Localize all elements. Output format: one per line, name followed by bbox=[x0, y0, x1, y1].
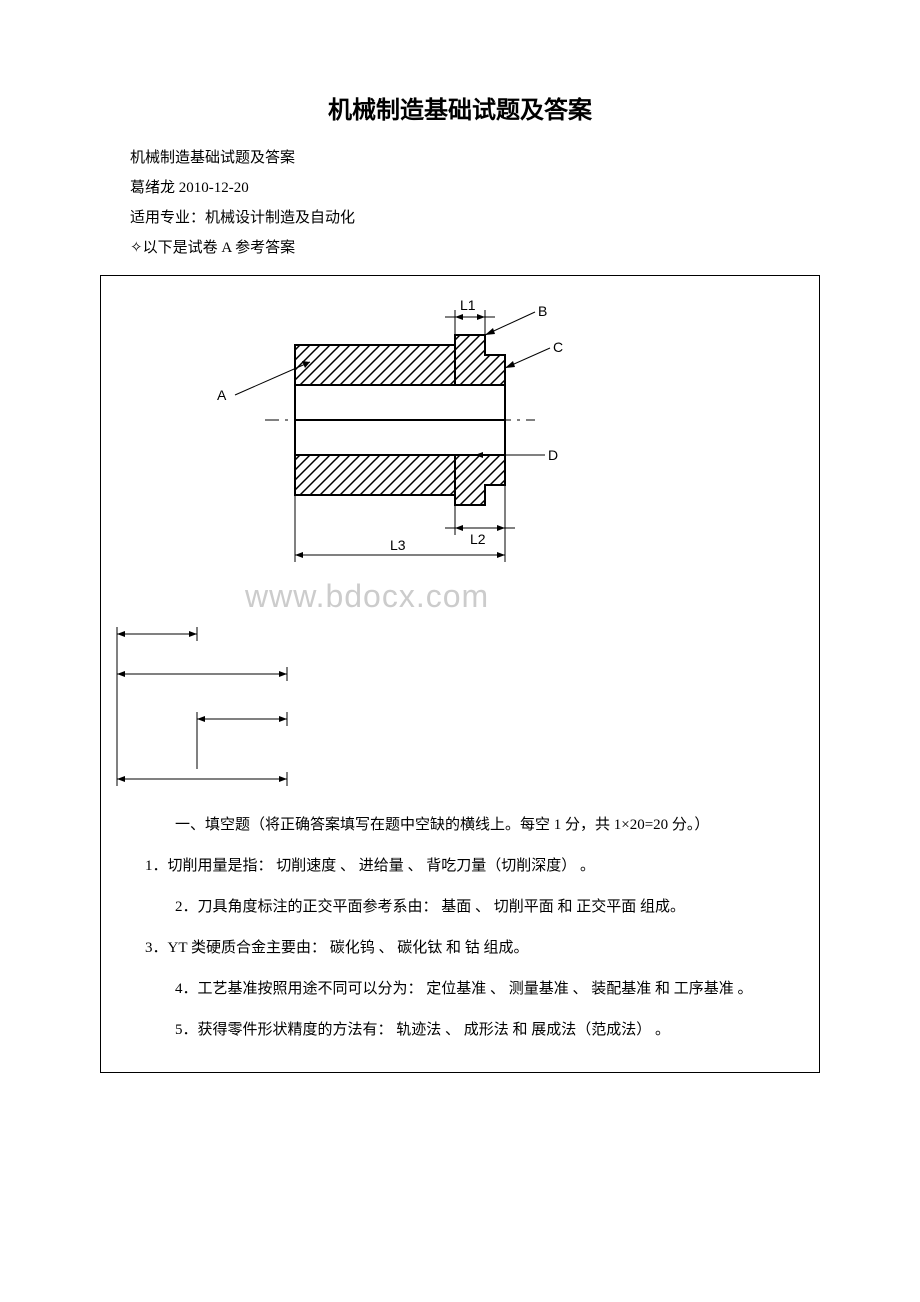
small-diagram bbox=[107, 619, 805, 804]
content-box: L1 L2 L3 A B C bbox=[100, 275, 820, 1073]
meta-line-2: 葛绪龙 2010-12-20 bbox=[130, 173, 820, 203]
question-1: 1．切削用量是指： 切削速度 、 进给量 、 背吃刀量（切削深度） 。 bbox=[115, 853, 805, 880]
section-heading: 一、填空题（将正确答案填写在题中空缺的横线上。每空 1 分，共 1×20=20 … bbox=[115, 812, 805, 839]
label-a: A bbox=[217, 387, 227, 403]
watermark: www.bdocx.com bbox=[245, 578, 805, 615]
label-c: C bbox=[553, 339, 563, 355]
question-2: 2．刀具角度标注的正交平面参考系由： 基面 、 切削平面 和 正交平面 组成。 bbox=[115, 894, 805, 921]
meta-line-3: 适用专业：机械设计制造及自动化 bbox=[130, 203, 820, 233]
label-l2: L2 bbox=[470, 531, 486, 547]
label-b: B bbox=[538, 303, 547, 319]
question-3: 3．YT 类硬质合金主要由： 碳化钨 、 碳化钛 和 钴 组成。 bbox=[115, 935, 805, 962]
meta-line-4: ✧以下是试卷 A 参考答案 bbox=[130, 233, 820, 263]
meta-line-1: 机械制造基础试题及答案 bbox=[130, 143, 820, 173]
question-5: 5．获得零件形状精度的方法有： 轨迹法 、 成形法 和 展成法（范成法） 。 bbox=[115, 1017, 805, 1044]
page-title: 机械制造基础试题及答案 bbox=[100, 90, 820, 125]
label-l3: L3 bbox=[390, 537, 406, 553]
label-l1: L1 bbox=[460, 297, 476, 313]
question-4: 4．工艺基准按照用途不同可以分为： 定位基准 、 测量基准 、 装配基准 和 工… bbox=[115, 976, 805, 1003]
label-d: D bbox=[548, 447, 558, 463]
main-diagram: L1 L2 L3 A B C bbox=[115, 290, 805, 570]
